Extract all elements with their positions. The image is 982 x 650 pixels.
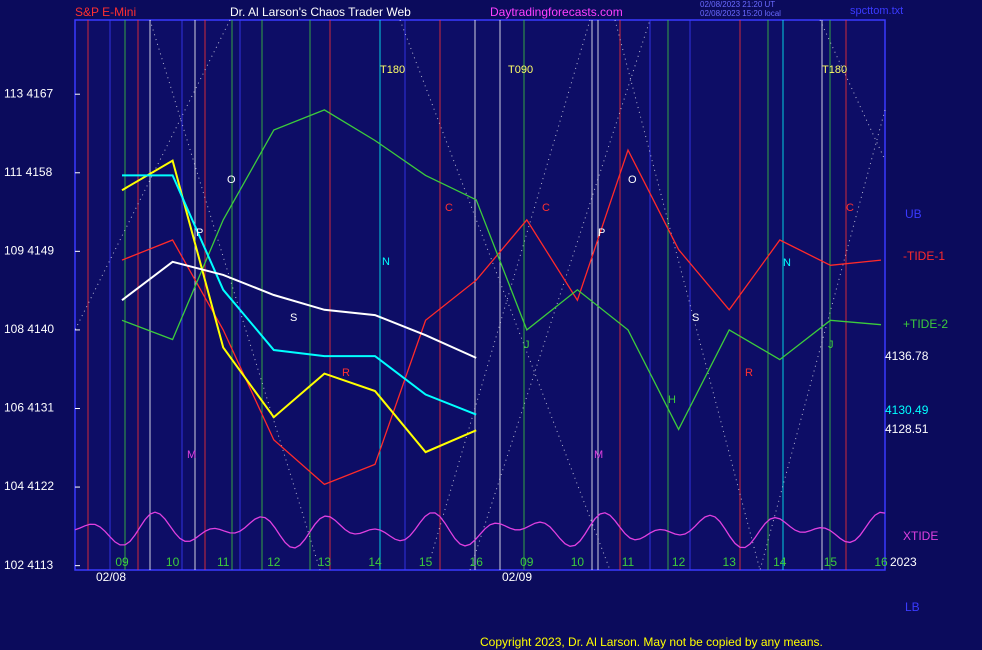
annotation: H <box>668 394 676 406</box>
right-label: 4128.51 <box>885 422 929 436</box>
site: Daytradingforecasts.com <box>490 5 623 19</box>
x-tick-label: 16 <box>874 555 888 569</box>
annotation: R <box>342 367 350 379</box>
x-tick-label: 15 <box>419 555 433 569</box>
annotation: S <box>290 312 297 324</box>
plot-frame <box>74 19 886 571</box>
x-tick-label: 10 <box>571 555 585 569</box>
annotation: N <box>382 256 390 268</box>
diagonal <box>819 19 886 161</box>
decorations <box>74 19 886 571</box>
date-label: 02/09 <box>502 570 532 584</box>
x-tick-label: 14 <box>773 555 787 569</box>
timestamp: 02/08/2023 15:20 local <box>700 9 781 18</box>
date-label: 02/08 <box>96 570 126 584</box>
right-label: 4136.78 <box>885 349 929 363</box>
x-tick-label: 12 <box>267 555 281 569</box>
legend-entry: -TIDE-1 <box>903 249 945 263</box>
instrument: S&P E-Mini <box>75 5 136 19</box>
x-tick-label: 16 <box>470 555 484 569</box>
x-tick-label: 15 <box>824 555 838 569</box>
diagonal <box>399 19 611 571</box>
y-tick-label: 102 4113 <box>4 558 53 572</box>
annotation: R <box>745 367 753 379</box>
annotation: M <box>594 449 603 461</box>
annotation: O <box>227 174 236 186</box>
right-label: XTIDE <box>903 529 938 543</box>
right-label: 4130.49 <box>885 403 929 417</box>
series-line <box>121 260 477 359</box>
annotation: O <box>628 174 637 186</box>
chart-title: Dr. Al Larson's Chaos Trader Web <box>230 5 411 19</box>
y-tick-label: 113 4167 <box>4 86 53 100</box>
annotation: P <box>196 227 203 239</box>
y-tick-label: 108 4140 <box>4 322 54 336</box>
x-tick-label: 11 <box>217 555 230 569</box>
series-line <box>121 148 882 486</box>
diagonal <box>149 19 321 571</box>
annotation: C <box>846 202 854 214</box>
right-label: LB <box>905 600 920 614</box>
y-tick-label: 104 4122 <box>4 479 54 493</box>
x-tick-label: 13 <box>318 555 332 569</box>
annotation: C <box>445 202 453 214</box>
timestamp: 02/08/2023 21:20 UT <box>700 0 775 9</box>
annotation: T090 <box>508 64 533 76</box>
annotation: N <box>783 257 791 269</box>
annotation: C <box>542 202 550 214</box>
annotation: T180 <box>822 64 847 76</box>
annotation: J <box>828 339 834 351</box>
file-name: spcttom.txt <box>850 5 903 17</box>
x-tick-label: 13 <box>723 555 737 569</box>
series-line <box>121 159 477 454</box>
annotation: T180 <box>380 64 405 76</box>
x-tick-label: 09 <box>115 555 129 569</box>
copyright: Copyright 2023, Dr. Al Larson. May not b… <box>480 635 823 649</box>
annotation: M <box>187 449 196 461</box>
x-tick-label: 12 <box>672 555 686 569</box>
x-tick-label: 11 <box>622 555 635 569</box>
annotation: S <box>692 312 699 324</box>
series-line <box>121 109 882 431</box>
right-label: UB <box>905 207 922 221</box>
year-label: 2023 <box>890 555 917 569</box>
y-tick-label: 106 4131 <box>4 401 54 415</box>
y-tick-label: 109 4149 <box>4 244 54 258</box>
x-tick-label: 10 <box>166 555 180 569</box>
annotation: P <box>598 227 605 239</box>
x-tick-label: 14 <box>368 555 382 569</box>
series-line <box>122 174 477 416</box>
y-tick-label: 111 4158 <box>4 165 53 179</box>
legend-entry: +TIDE-2 <box>903 317 948 331</box>
annotation: J <box>524 339 530 351</box>
x-tick-label: 09 <box>520 555 534 569</box>
xtide-oscillator <box>74 511 886 549</box>
